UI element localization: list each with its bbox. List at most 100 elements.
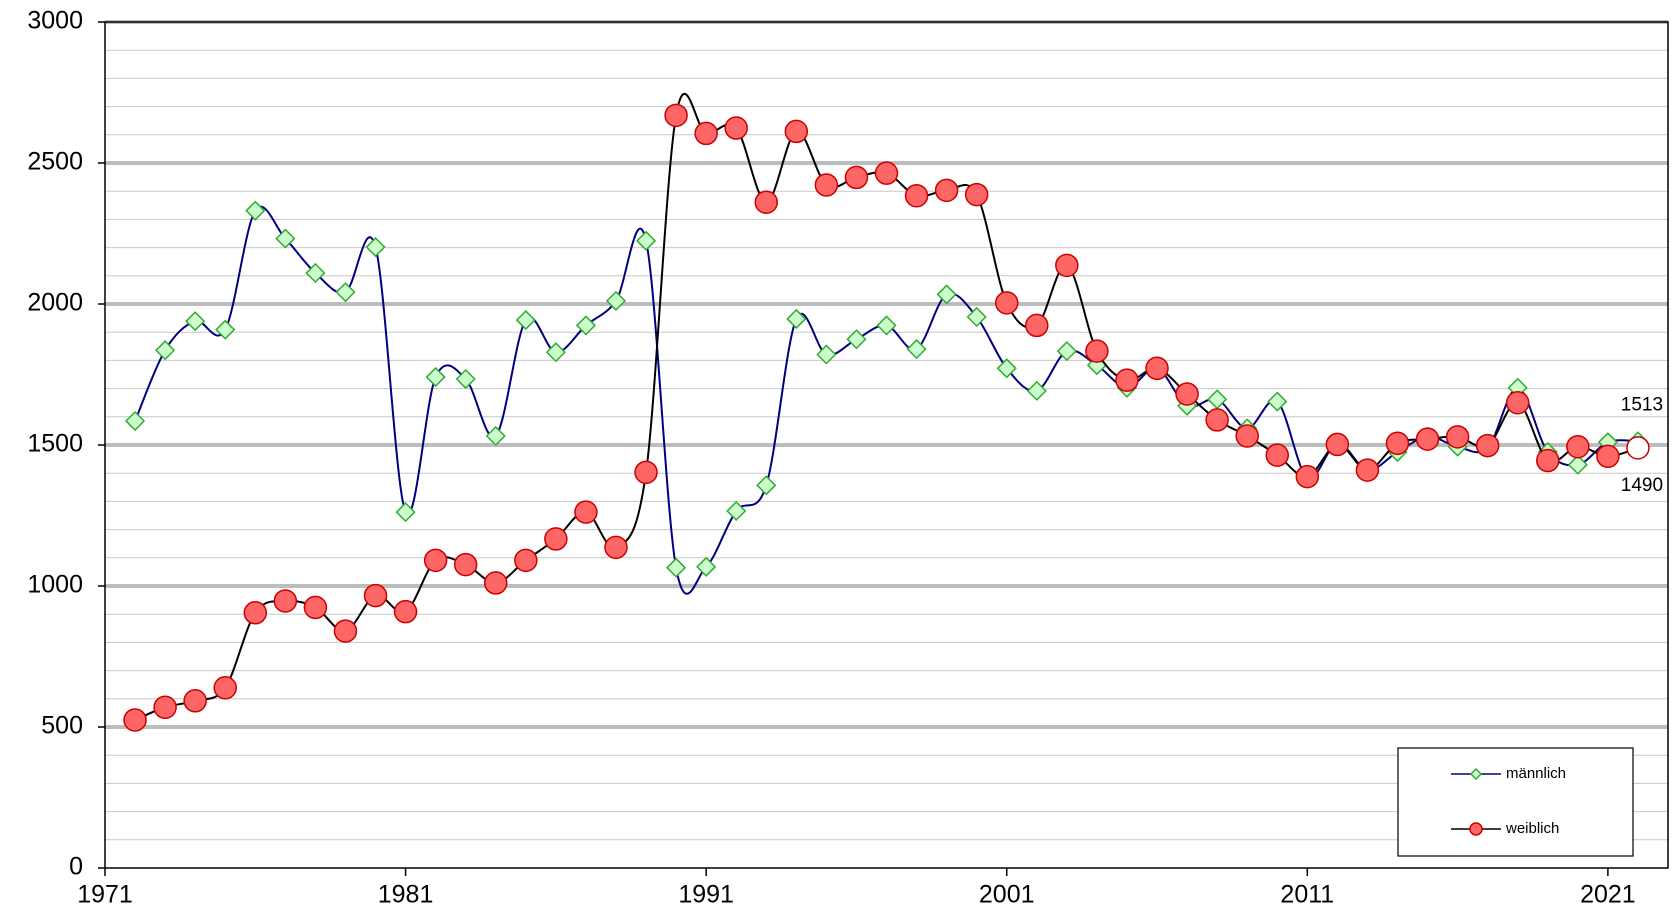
marker [574,500,598,524]
legend-box [1397,747,1634,857]
marker [185,311,206,332]
marker [1265,443,1289,467]
value-label: 1513 [1621,394,1663,415]
y-tick-label: 1500 [27,430,83,458]
marker [1145,356,1169,381]
marker [1267,391,1288,412]
y-tick-label: 0 [69,853,83,881]
legend-label: weiblich [1505,820,1559,837]
x-tick-label: 2021 [1580,881,1636,909]
marker [514,548,538,573]
y-tick-label: 2500 [27,148,83,176]
marker [1055,253,1079,278]
marker [425,366,446,388]
marker [666,557,687,578]
x-tick-label: 2001 [979,881,1035,909]
marker [544,527,568,551]
marker [153,695,177,720]
series-line [134,93,1639,721]
marker [1325,432,1350,457]
marker [1445,425,1470,449]
marker [545,342,566,363]
marker [1175,382,1199,406]
marker [1205,408,1229,432]
marker [1355,458,1380,482]
marker [846,329,867,350]
marker [936,284,957,305]
y-tick-label: 3000 [27,7,83,35]
marker [814,173,839,197]
marker [1056,341,1077,362]
marker [1626,436,1650,460]
marker [1469,822,1483,836]
series-line [134,205,1638,595]
marker [183,689,207,713]
marker [273,589,298,613]
marker [1505,390,1530,415]
x-tick-label: 1991 [678,881,734,909]
marker [816,344,837,365]
marker [333,619,358,643]
marker [696,556,717,577]
marker [664,103,688,128]
marker [365,236,386,258]
marker [303,595,328,620]
x-tick-label: 1971 [77,881,133,909]
x-tick-label: 2011 [1280,881,1334,909]
marker [1235,424,1259,448]
marker [215,319,236,340]
marker [1567,454,1588,475]
marker [305,262,326,284]
marker [964,182,989,207]
x-tick-label: 1981 [378,881,434,909]
marker [784,119,809,144]
marker [395,502,416,523]
marker [635,230,657,251]
value-label: 1490 [1621,475,1663,496]
marker [155,340,176,361]
marker [904,183,929,208]
marker [754,190,779,214]
marker [906,339,927,360]
marker [243,601,268,625]
marker [724,116,748,140]
marker [453,552,478,577]
marker [275,228,296,249]
marker [996,358,1017,379]
marker [1115,368,1139,392]
marker [335,282,356,303]
marker [1469,767,1483,781]
plot-frame [104,21,1669,869]
marker [934,178,959,203]
marker [605,290,627,311]
marker [485,425,506,447]
marker [124,410,146,432]
marker [245,200,266,221]
marker [455,368,476,390]
marker [874,161,899,185]
marker [213,676,237,700]
y-tick-label: 1000 [27,571,83,599]
marker [694,121,718,146]
marker [844,165,869,190]
marker [604,535,628,560]
legend-label: männlich [1506,765,1566,782]
marker [966,306,987,328]
marker [575,315,596,336]
marker [1596,444,1620,469]
marker [423,548,448,573]
marker [393,599,418,624]
marker [1536,448,1560,473]
marker [1025,313,1049,338]
marker [123,708,147,732]
marker [1295,464,1320,489]
marker [726,500,747,522]
marker [634,460,658,485]
marker [1566,434,1590,459]
marker [363,583,388,608]
marker [1415,427,1440,451]
y-tick-label: 500 [41,712,83,740]
marker [484,571,508,595]
marker [994,291,1019,315]
